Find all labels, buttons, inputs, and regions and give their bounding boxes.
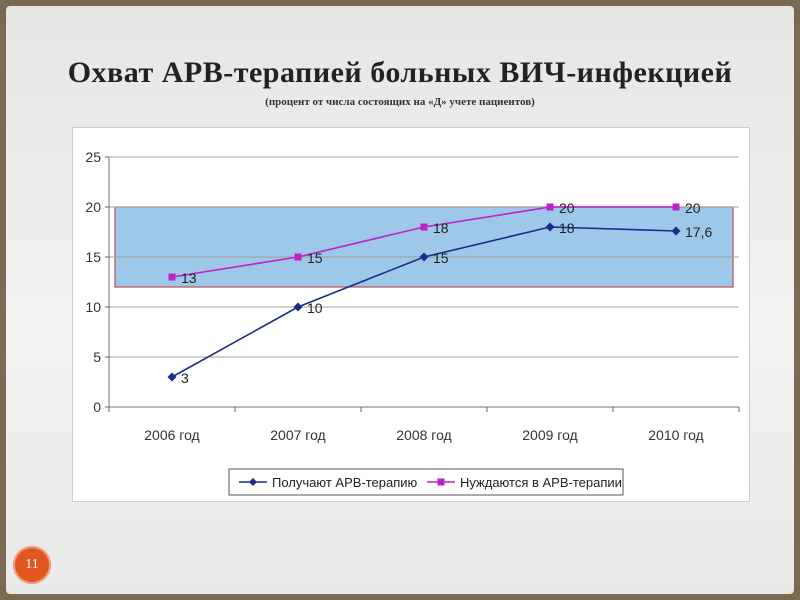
data-point <box>546 203 554 211</box>
data-label: 18 <box>559 220 575 236</box>
data-label: 3 <box>181 370 189 386</box>
data-point <box>672 203 680 211</box>
slide-number-badge: 11 <box>13 546 51 584</box>
x-tick-label: 2009 год <box>522 427 577 443</box>
y-tick-label: 20 <box>85 199 101 215</box>
slide-subtitle: (процент от числа состоящих на «Д» учете… <box>265 96 535 108</box>
data-point <box>167 372 177 382</box>
y-tick-label: 25 <box>85 149 101 165</box>
data-label: 20 <box>559 200 575 216</box>
legend-label: Получают АРВ-терапию <box>272 475 418 490</box>
y-tick-label: 10 <box>85 299 101 315</box>
x-tick-label: 2007 год <box>270 427 325 443</box>
data-point <box>545 222 555 232</box>
y-tick-label: 15 <box>85 249 101 265</box>
data-point <box>419 252 429 262</box>
y-tick-label: 5 <box>93 349 101 365</box>
x-tick-label: 2008 год <box>396 427 451 443</box>
data-point <box>168 273 176 281</box>
data-label: 15 <box>307 250 323 266</box>
data-label: 15 <box>433 250 449 266</box>
slide-title: Охват АРВ-терапией больных ВИЧ-инфекцией <box>67 56 733 89</box>
legend-label: Нуждаются в АРВ-терапии <box>460 475 622 490</box>
data-label: 10 <box>307 300 323 316</box>
data-label: 20 <box>685 200 701 216</box>
y-tick-label: 0 <box>93 399 101 415</box>
data-label: 17,6 <box>685 224 712 240</box>
data-point <box>294 253 302 261</box>
x-tick-label: 2010 год <box>648 427 703 443</box>
data-point <box>293 302 303 312</box>
chart-area: 0 5 10 15 20 25 2006 год 2007 год 2008 год 2009 г… <box>72 127 750 502</box>
x-tick-label: 2006 год <box>144 427 199 443</box>
data-point <box>671 226 681 236</box>
data-label: 13 <box>181 270 197 286</box>
data-label: 18 <box>433 220 449 236</box>
line-chart: 0 5 10 15 20 25 2006 год 2007 год 2008 год 2009 г… <box>85 149 740 496</box>
legend-box <box>228 468 624 496</box>
legend-marker <box>437 478 445 486</box>
legend-marker <box>249 478 257 486</box>
data-point <box>420 223 428 231</box>
range-band <box>114 206 734 288</box>
